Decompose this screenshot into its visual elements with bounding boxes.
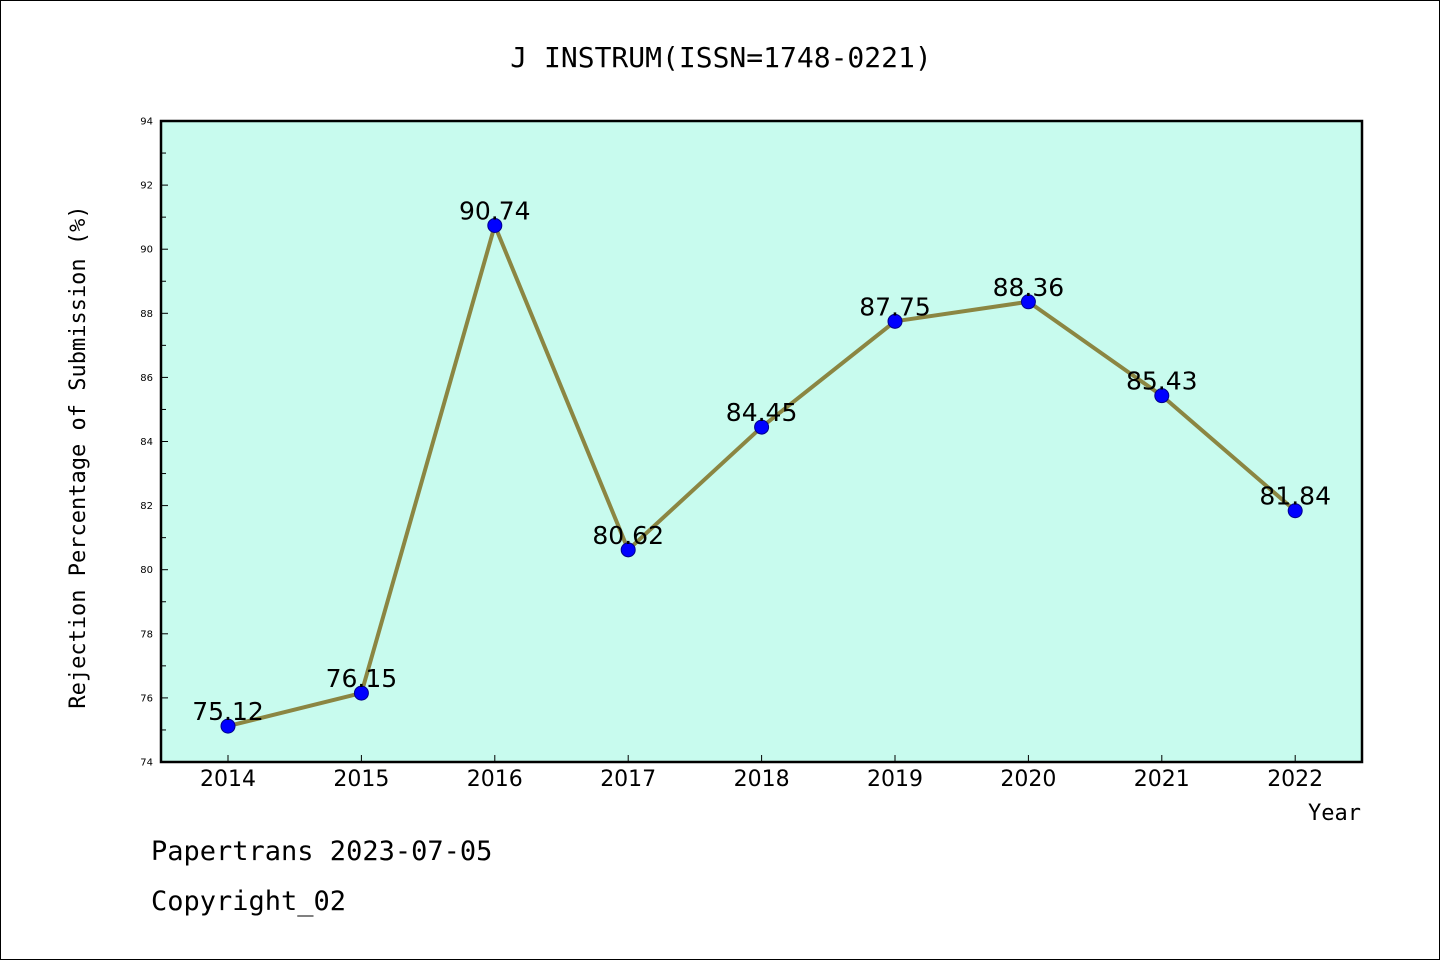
y-tick-label: 90 xyxy=(140,245,153,256)
x-tick-label: 2020 xyxy=(1000,767,1056,792)
data-point xyxy=(487,217,503,233)
x-axis: 2014 2015 2016 2017 2018 2019 2020 2021 2022 xyxy=(200,755,1323,792)
y-tick-label: 92 xyxy=(140,181,153,192)
x-tick-label: 2018 xyxy=(734,767,790,792)
plot-area xyxy=(161,121,1362,762)
data-points xyxy=(220,217,1303,734)
y-tick-label: 80 xyxy=(140,565,153,576)
data-label: 76.15 xyxy=(326,664,398,693)
y-tick-label: 74 xyxy=(140,758,153,769)
plot-border xyxy=(159,119,1364,764)
data-point xyxy=(887,313,903,329)
data-label: 85.43 xyxy=(1126,367,1198,396)
footer-copyright: Copyright_02 xyxy=(151,886,347,917)
data-label: 80.62 xyxy=(592,521,664,550)
x-tick-label: 2017 xyxy=(600,767,656,792)
y-axis-label: Rejection Percentage of Submission (%) xyxy=(66,205,91,708)
data-point xyxy=(754,419,770,435)
data-label: 87.75 xyxy=(859,292,931,321)
data-label: 88.36 xyxy=(993,273,1065,302)
x-tick-label: 2015 xyxy=(333,767,389,792)
y-tick-label: 94 xyxy=(140,117,153,128)
data-label: 81.84 xyxy=(1259,482,1331,511)
data-point xyxy=(1287,503,1303,519)
chart-title: J INSTRUM(ISSN=1748-0221) xyxy=(510,41,931,74)
y-tick-label: 84 xyxy=(140,437,153,448)
data-label: 75.12 xyxy=(192,697,264,726)
x-tick-label: 2021 xyxy=(1134,767,1190,792)
x-tick-label: 2022 xyxy=(1267,767,1323,792)
footer-date: Papertrans 2023-07-05 xyxy=(151,836,493,867)
x-tick-label: 2014 xyxy=(200,767,256,792)
y-tick-label: 78 xyxy=(140,629,153,640)
data-point xyxy=(1020,294,1036,310)
y-tick-label: 76 xyxy=(140,693,153,704)
x-tick-label: 2019 xyxy=(867,767,923,792)
y-tick-label: 82 xyxy=(140,501,153,512)
data-label: 84.45 xyxy=(726,398,798,427)
data-point xyxy=(620,542,636,558)
data-point xyxy=(353,685,369,701)
data-point xyxy=(1154,388,1170,404)
data-labels: 75.12 76.15 90.74 80.62 84.45 87.75 88.36 85.43… xyxy=(192,196,1331,726)
data-label: 90.74 xyxy=(459,196,531,225)
y-tick-label: 88 xyxy=(140,309,153,320)
x-tick-label: 2016 xyxy=(467,767,523,792)
x-axis-label: Year xyxy=(1308,801,1361,826)
y-tick-label: 86 xyxy=(140,373,153,384)
data-point xyxy=(220,718,236,734)
